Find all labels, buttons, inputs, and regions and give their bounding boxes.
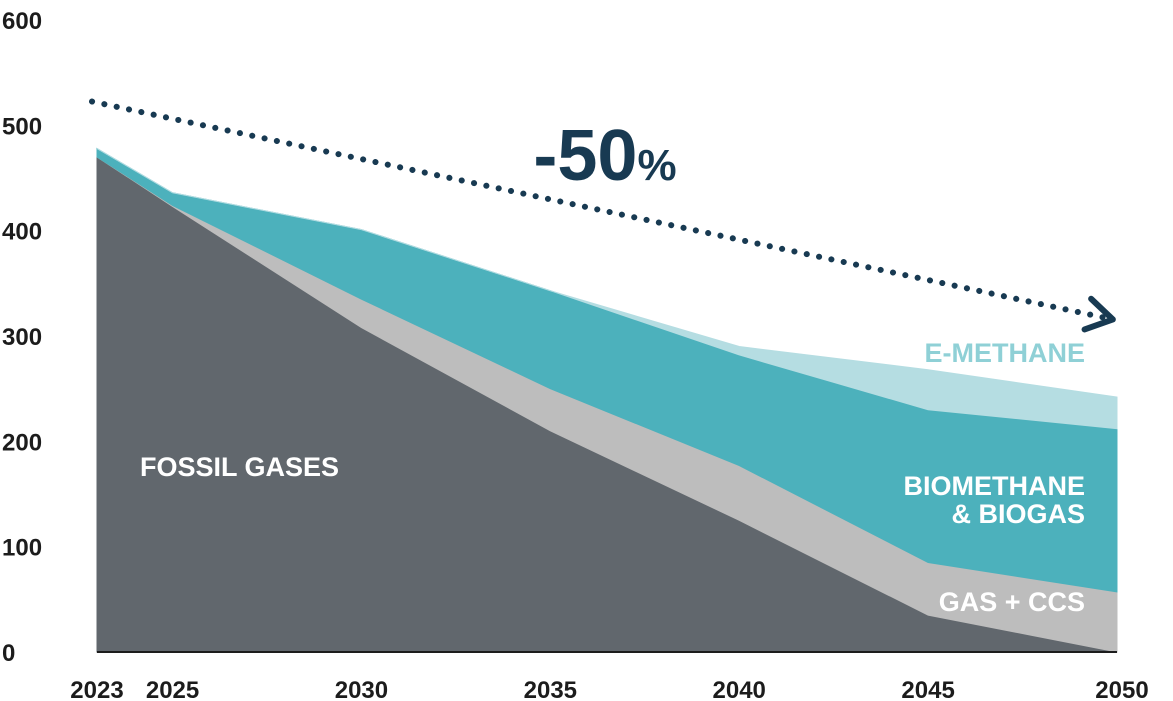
area-layer xyxy=(96,147,1118,653)
y-tick-label: 0 xyxy=(2,640,15,667)
x-tick-label: 2040 xyxy=(713,677,766,701)
series-label: GAS + CCS xyxy=(939,587,1085,617)
x-tick-label: 2023 xyxy=(70,677,123,701)
trend-arrow xyxy=(89,98,1116,333)
y-tick-label: 300 xyxy=(2,324,42,351)
x-tick-label: 2045 xyxy=(901,677,954,701)
series-label: BIOMETHANE & BIOGAS xyxy=(904,471,1086,529)
x-tick-label: 2050 xyxy=(1095,677,1148,701)
reduction-value: -50 xyxy=(533,116,637,196)
y-tick-labels: 0 100 200 300 400 500 600 xyxy=(2,8,42,667)
trend-arrow-line xyxy=(89,98,1110,322)
y-tick-label: 600 xyxy=(2,8,42,35)
y-tick-label: 400 xyxy=(2,219,42,246)
x-tick-label: 2025 xyxy=(146,677,199,701)
series-label: E-METHANE xyxy=(925,338,1086,368)
reduction-annotation: -50% xyxy=(533,116,676,196)
series-label: FOSSIL GASES xyxy=(140,452,339,482)
y-tick-label: 500 xyxy=(2,113,42,140)
reduction-unit: % xyxy=(637,141,676,190)
x-tick-label: 2030 xyxy=(335,677,388,701)
y-tick-label: 200 xyxy=(2,429,42,456)
x-tick-labels: 2023 2025 2030 2035 2040 2045 2050 xyxy=(70,677,1148,701)
series-labels: FOSSIL GASES GAS + CCS BIOMETHANE & BIOGAS E… xyxy=(140,338,1085,617)
area-series-3 xyxy=(96,148,1118,430)
x-tick-label: 2035 xyxy=(524,677,577,701)
trend-arrow-head xyxy=(1081,295,1116,333)
y-tick-label: 100 xyxy=(2,535,42,562)
